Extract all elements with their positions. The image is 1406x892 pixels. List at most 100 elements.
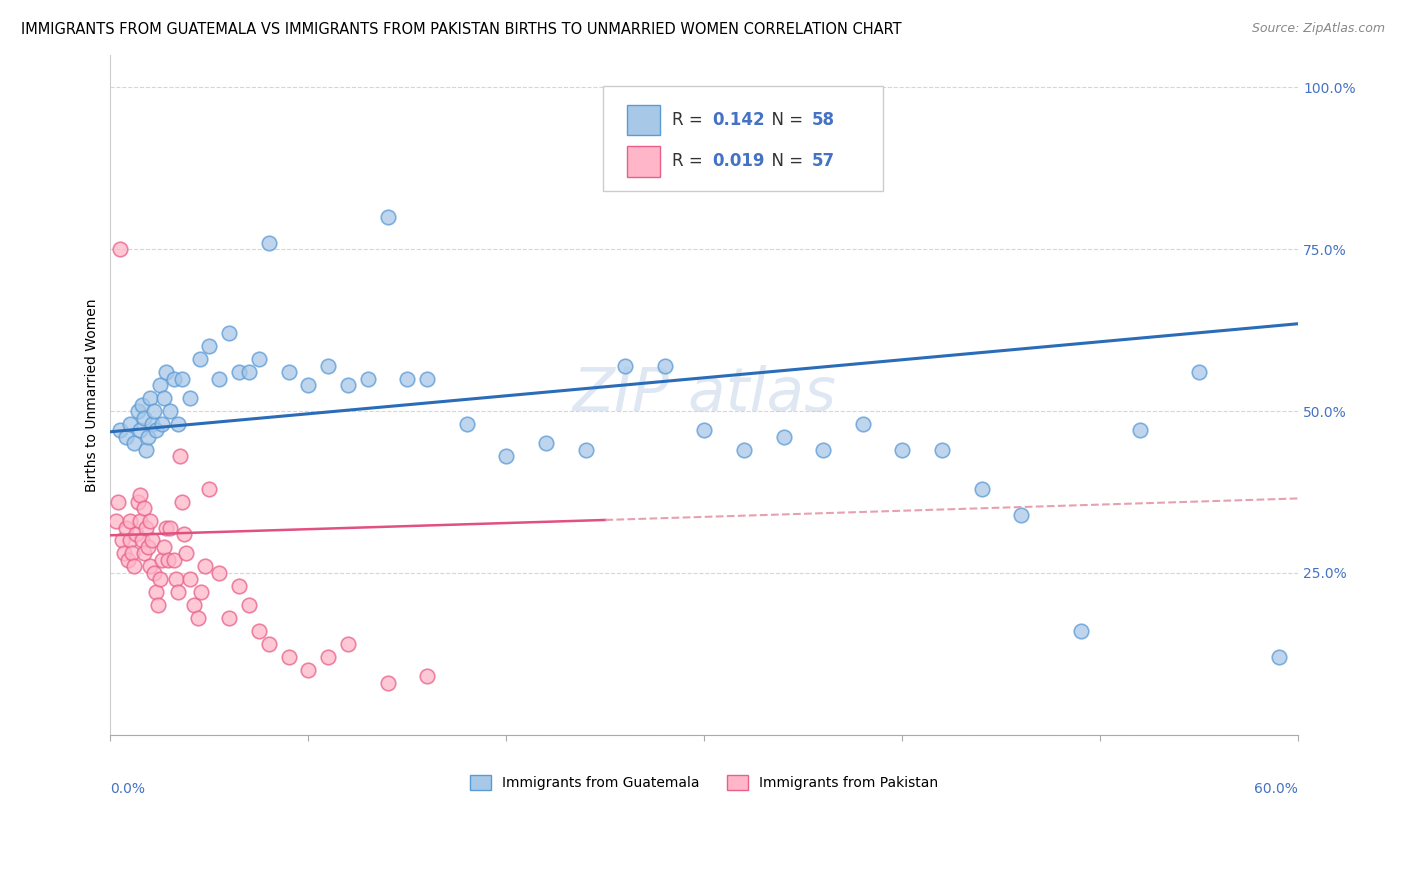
Point: [131, 533, 153, 548]
Point: [416, 669, 439, 683]
Point: [257, 637, 280, 651]
Point: [129, 514, 152, 528]
Point: [218, 611, 240, 625]
Point: [456, 417, 478, 431]
Point: [190, 585, 212, 599]
Point: [357, 372, 380, 386]
Point: [149, 572, 172, 586]
Point: [238, 365, 260, 379]
Point: [139, 559, 162, 574]
Point: [186, 611, 208, 625]
Point: [155, 520, 177, 534]
Point: [169, 450, 191, 464]
Point: [105, 514, 128, 528]
Point: [693, 424, 716, 438]
Text: R =: R =: [672, 153, 709, 170]
Point: [297, 378, 319, 392]
FancyBboxPatch shape: [603, 86, 883, 191]
Point: [145, 424, 167, 438]
Point: [120, 417, 142, 431]
Point: [1188, 365, 1211, 379]
Point: [115, 520, 138, 534]
Point: [115, 430, 138, 444]
Text: 60.0%: 60.0%: [1254, 782, 1298, 797]
Point: [170, 494, 193, 508]
Point: [163, 553, 186, 567]
Text: Source: ZipAtlas.com: Source: ZipAtlas.com: [1251, 22, 1385, 36]
Point: [127, 494, 149, 508]
Point: [139, 514, 162, 528]
Point: [136, 430, 159, 444]
Text: ZIP atlas: ZIP atlas: [572, 366, 837, 425]
Point: [143, 566, 166, 580]
Point: [110, 424, 132, 438]
Point: [183, 598, 205, 612]
Point: [120, 533, 142, 548]
Point: [132, 546, 155, 560]
Point: [129, 424, 152, 438]
Legend: Immigrants from Guatemala, Immigrants from Pakistan: Immigrants from Guatemala, Immigrants fr…: [465, 770, 943, 796]
Point: [129, 488, 152, 502]
Point: [277, 365, 299, 379]
Point: [122, 436, 145, 450]
Point: [173, 527, 195, 541]
Text: 0.019: 0.019: [713, 153, 765, 170]
Point: [377, 210, 399, 224]
Point: [194, 559, 217, 574]
Point: [238, 598, 260, 612]
Point: [111, 533, 134, 548]
Point: [112, 546, 135, 560]
Point: [970, 482, 993, 496]
Point: [107, 494, 129, 508]
Point: [931, 442, 953, 457]
Point: [156, 553, 179, 567]
Point: [574, 442, 596, 457]
Point: [277, 650, 299, 665]
Point: [811, 442, 834, 457]
Point: [141, 533, 163, 548]
Point: [337, 637, 360, 651]
Point: [228, 579, 250, 593]
Point: [125, 527, 148, 541]
Point: [733, 442, 755, 457]
Point: [316, 650, 339, 665]
Point: [247, 624, 270, 639]
Point: [166, 417, 188, 431]
Point: [121, 546, 143, 560]
Point: [208, 372, 231, 386]
Point: [110, 242, 132, 256]
Bar: [627, 146, 661, 177]
Point: [316, 359, 339, 373]
Point: [247, 352, 270, 367]
Point: [1070, 624, 1092, 639]
Point: [174, 546, 197, 560]
Point: [337, 378, 360, 392]
Point: [153, 391, 176, 405]
Point: [166, 585, 188, 599]
Point: [198, 482, 221, 496]
Point: [145, 585, 167, 599]
Text: 0.142: 0.142: [713, 111, 765, 129]
Point: [149, 378, 172, 392]
Bar: [627, 104, 661, 136]
Point: [297, 663, 319, 677]
Point: [772, 430, 794, 444]
Point: [165, 572, 187, 586]
Point: [159, 520, 181, 534]
Point: [127, 404, 149, 418]
Point: [218, 326, 240, 341]
Point: [198, 339, 221, 353]
Text: N =: N =: [762, 153, 808, 170]
Text: IMMIGRANTS FROM GUATEMALA VS IMMIGRANTS FROM PAKISTAN BIRTHS TO UNMARRIED WOMEN : IMMIGRANTS FROM GUATEMALA VS IMMIGRANTS …: [21, 22, 901, 37]
Point: [141, 417, 163, 431]
Text: 0.0%: 0.0%: [111, 782, 145, 797]
Point: [891, 442, 914, 457]
Point: [132, 501, 155, 516]
Point: [654, 359, 676, 373]
Point: [416, 372, 439, 386]
Text: N =: N =: [762, 111, 808, 129]
Point: [163, 372, 186, 386]
Point: [1010, 508, 1032, 522]
Point: [179, 391, 201, 405]
Y-axis label: Births to Unmarried Women: Births to Unmarried Women: [86, 298, 100, 491]
